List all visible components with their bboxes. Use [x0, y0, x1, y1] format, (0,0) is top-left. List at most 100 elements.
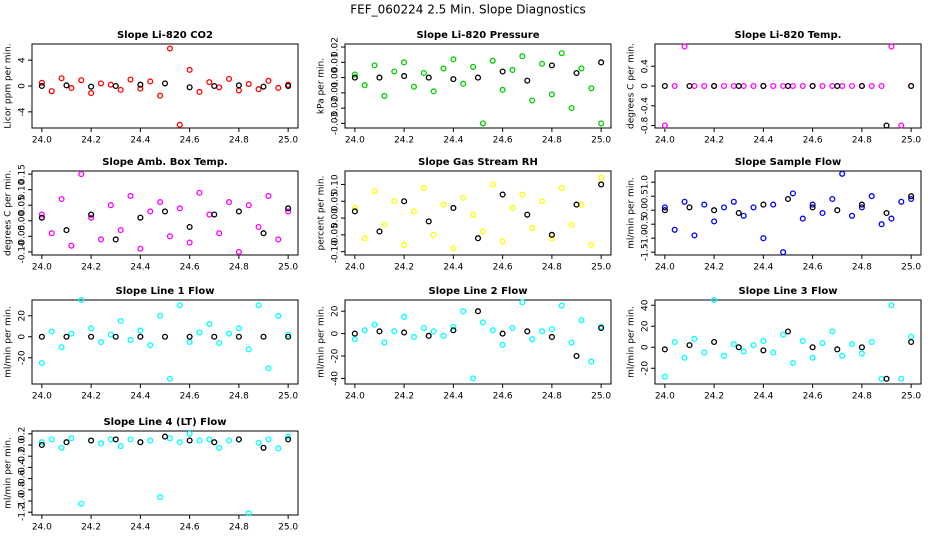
y-axis-label: percent per min. — [317, 176, 327, 251]
point — [161, 433, 169, 440]
point — [908, 82, 915, 90]
point — [88, 325, 95, 332]
x-tick-label: 24.2 — [394, 263, 414, 273]
y-tick-label: 0.0 — [18, 438, 28, 453]
x-tick-label: 24.6 — [803, 392, 823, 402]
point — [858, 344, 865, 351]
point — [711, 207, 718, 214]
point — [898, 375, 905, 382]
point — [255, 439, 262, 446]
point — [127, 436, 134, 443]
point — [401, 241, 408, 248]
point — [275, 445, 282, 452]
x-tick-label: 24.8 — [852, 263, 872, 273]
point — [780, 331, 787, 338]
point — [216, 444, 223, 451]
point — [839, 170, 846, 177]
point — [883, 122, 890, 129]
point — [470, 375, 477, 382]
point — [176, 121, 183, 128]
y-tick-label: 0 — [18, 83, 28, 89]
point — [235, 82, 242, 89]
point — [97, 338, 105, 346]
point — [186, 333, 193, 340]
point — [799, 82, 806, 90]
point — [63, 227, 70, 234]
point — [760, 235, 767, 242]
point — [48, 436, 55, 443]
point — [489, 57, 496, 64]
point — [245, 202, 252, 209]
point — [868, 338, 875, 346]
point — [161, 208, 169, 215]
point — [519, 191, 526, 198]
y-tick-label: -20 — [641, 361, 651, 376]
point — [245, 81, 252, 88]
point — [376, 74, 383, 81]
y-tick-label: -1.0 — [18, 492, 28, 510]
point — [858, 82, 865, 90]
x-tick-label: 25.0 — [901, 136, 921, 146]
point — [691, 335, 698, 342]
point — [686, 82, 693, 90]
x-tick-label: 24.8 — [229, 136, 249, 146]
point — [499, 86, 506, 93]
y-tick-label: -0.10 — [331, 240, 341, 264]
y-tick-label: 20 — [331, 305, 341, 317]
point — [117, 227, 124, 234]
point — [211, 439, 218, 446]
point — [883, 375, 890, 382]
x-tick-label: 24.2 — [81, 523, 101, 533]
point — [351, 330, 358, 337]
point — [401, 329, 408, 336]
x-tick-label: 24.4 — [443, 136, 463, 146]
point — [883, 209, 890, 217]
point — [750, 82, 757, 90]
point — [819, 209, 826, 217]
x-tick-label: 24.4 — [130, 523, 150, 533]
point — [260, 230, 267, 237]
point — [760, 82, 767, 90]
point — [88, 90, 95, 97]
point — [265, 365, 272, 372]
point — [285, 331, 292, 338]
point — [265, 436, 272, 443]
point — [245, 510, 252, 517]
point — [206, 321, 213, 328]
x-tick-label: 24.6 — [180, 136, 200, 146]
point — [107, 81, 114, 88]
point — [848, 212, 856, 219]
x-tick-label: 24.0 — [655, 263, 675, 273]
point — [225, 199, 233, 206]
point — [285, 82, 292, 90]
point — [117, 443, 124, 450]
figure-title: FEF_060224 2.5 Min. Slope Diagnostics — [350, 3, 586, 17]
point — [196, 189, 203, 196]
panel-title: Slope Li-820 CO2 — [117, 30, 213, 41]
point — [868, 82, 875, 90]
point — [157, 92, 164, 99]
point — [127, 336, 134, 343]
point — [68, 330, 75, 337]
point — [819, 339, 826, 347]
point — [470, 211, 477, 218]
point — [499, 191, 506, 198]
point — [479, 319, 486, 326]
point — [127, 76, 134, 83]
point — [216, 339, 223, 347]
point — [799, 215, 806, 222]
y-axis-label: ml/min per min. — [4, 437, 14, 509]
point — [573, 352, 580, 360]
point — [784, 195, 792, 203]
point — [137, 81, 144, 88]
point — [137, 327, 144, 334]
x-tick-label: 24.2 — [704, 392, 724, 402]
point — [898, 122, 905, 129]
point — [401, 59, 408, 66]
point — [206, 436, 213, 443]
plot-frame — [654, 299, 922, 385]
point — [211, 82, 218, 90]
panel-title: Slope Li-820 Pressure — [416, 30, 539, 41]
point — [789, 82, 796, 90]
point — [166, 45, 173, 52]
